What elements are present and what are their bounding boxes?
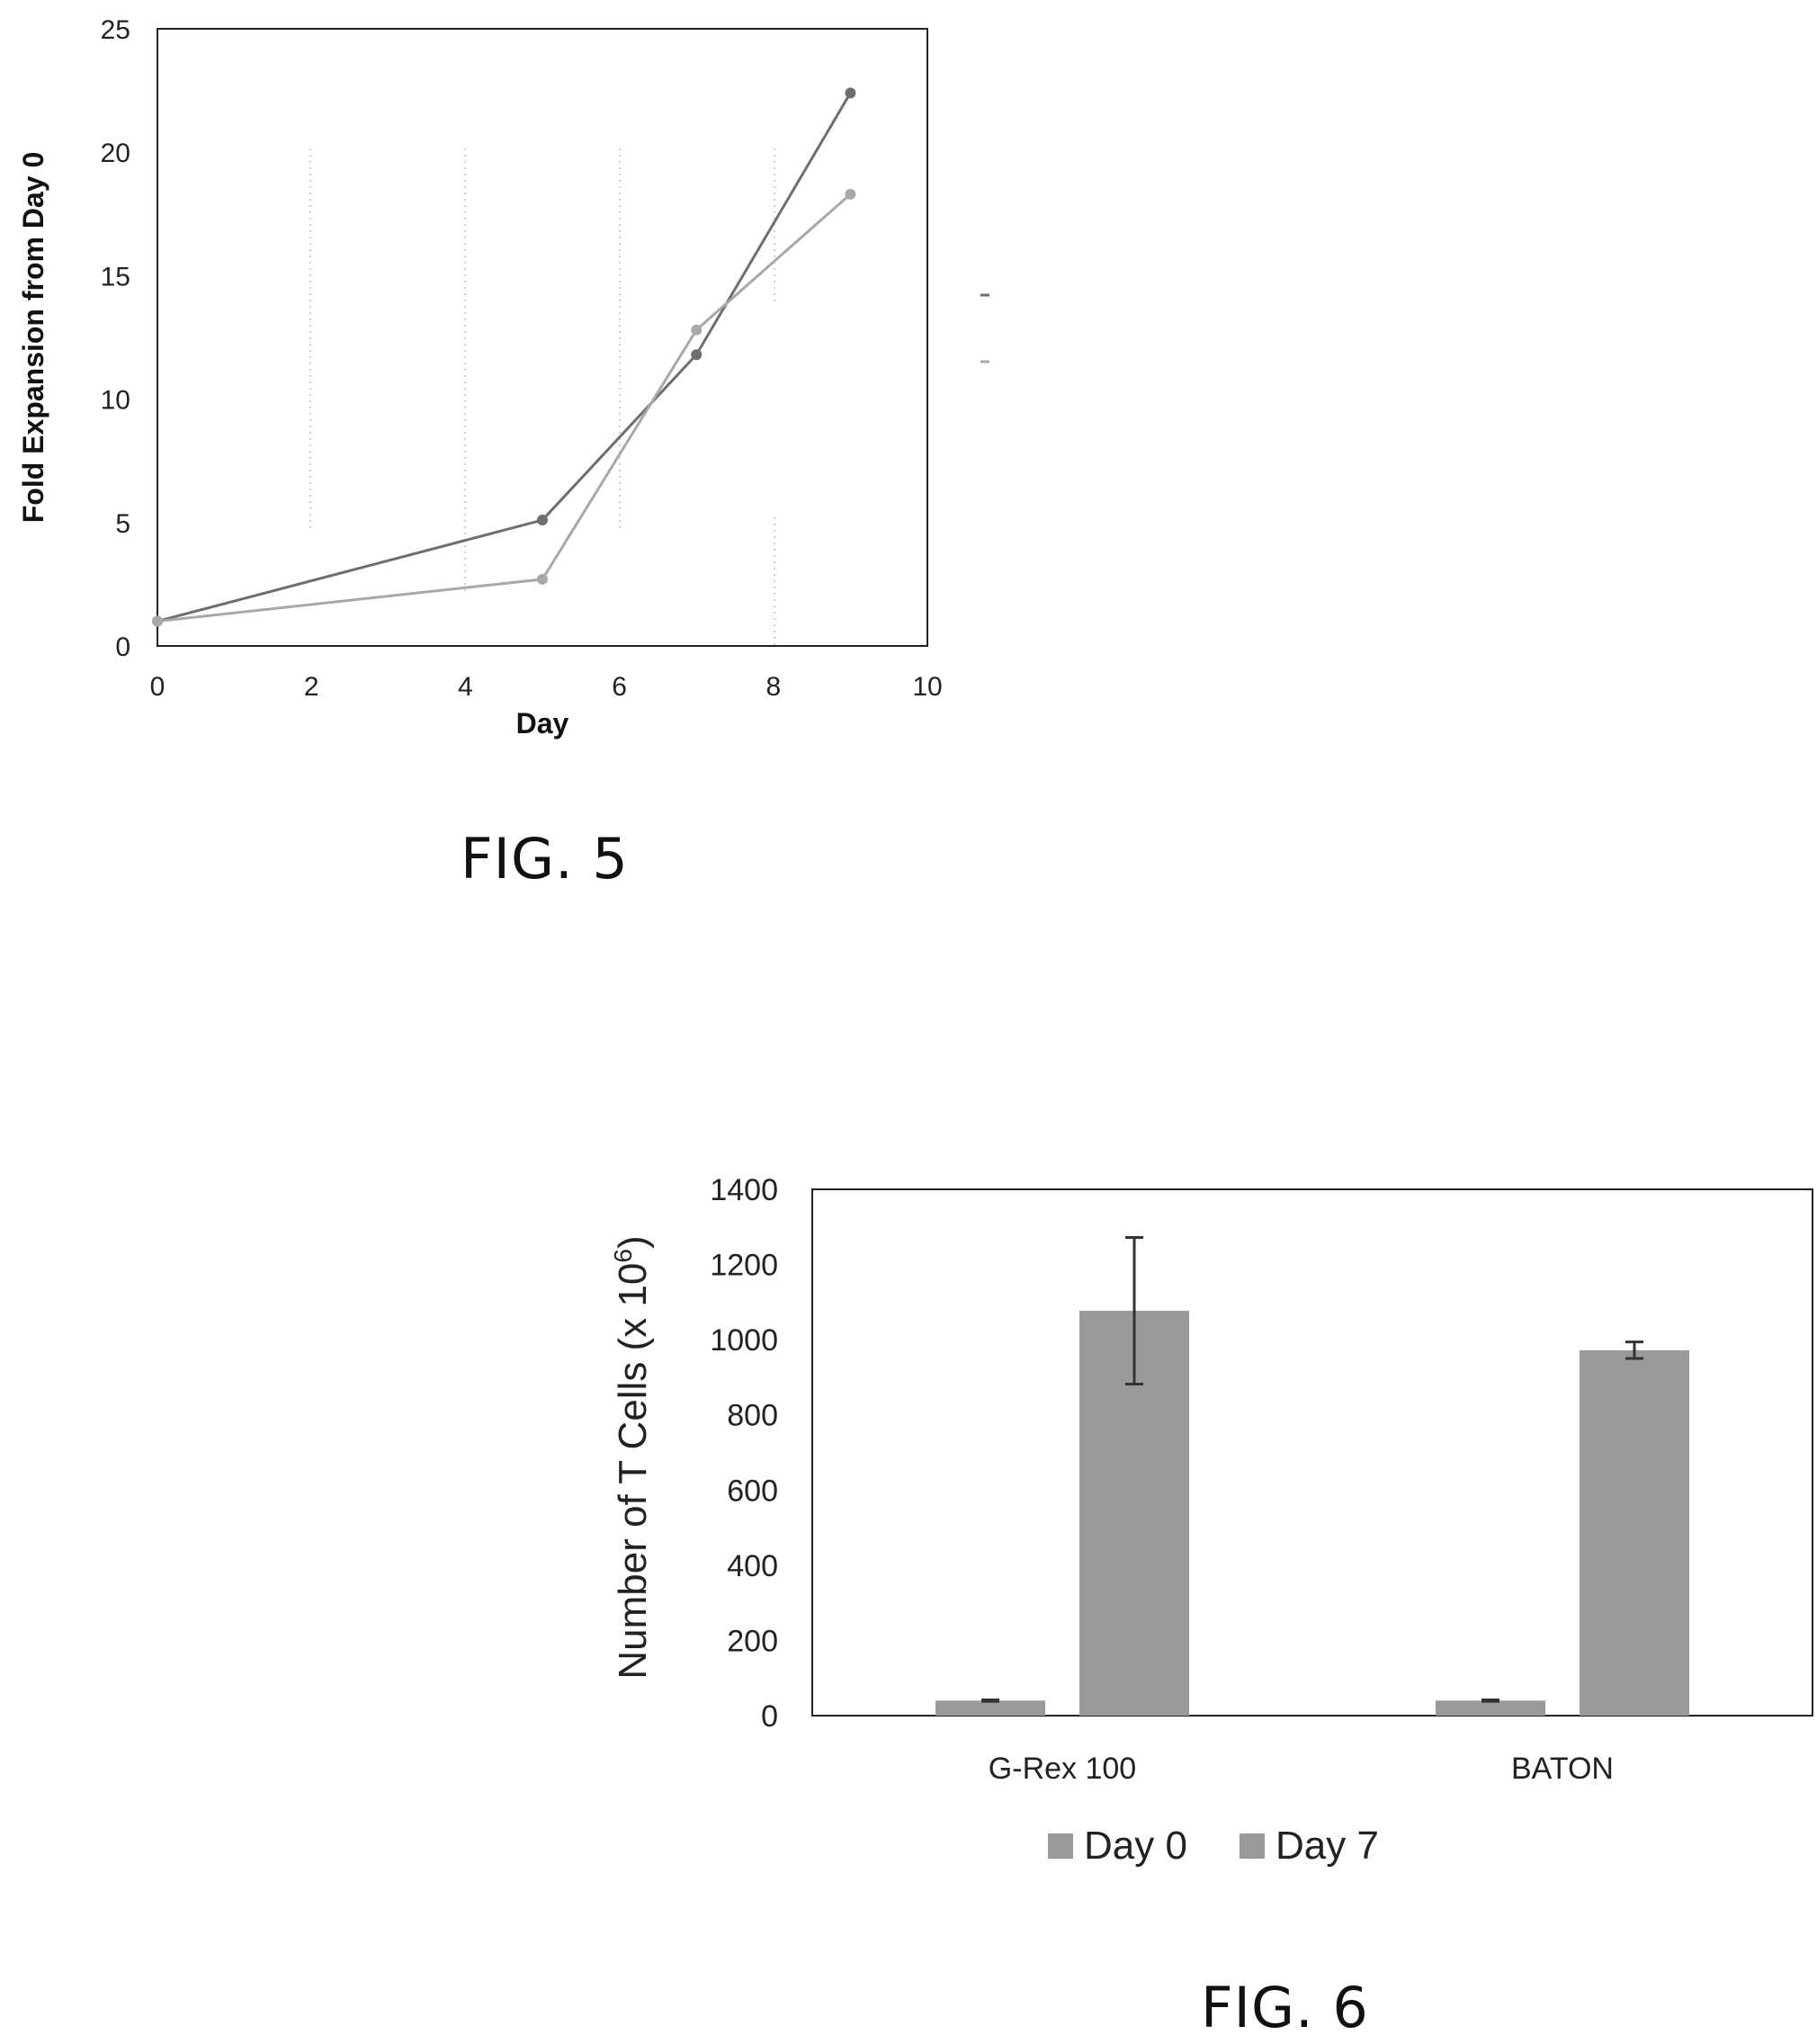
data-point <box>691 349 703 361</box>
error-bar <box>1625 1340 1643 1360</box>
y-tick-label: 400 <box>727 1549 778 1583</box>
y-tick-label: 600 <box>727 1474 778 1508</box>
x-tick-label: 10 <box>912 672 942 702</box>
x-tick-label: 8 <box>765 672 781 702</box>
y-tick-label: 1000 <box>710 1323 778 1358</box>
legend-swatch <box>1240 1833 1265 1859</box>
bar <box>1436 1700 1545 1716</box>
bars <box>935 1235 1689 1716</box>
x-axis-label: Day <box>516 707 569 740</box>
data-point <box>691 324 703 336</box>
bar <box>1580 1349 1689 1716</box>
data-point <box>845 188 856 200</box>
y-tick-label: 0 <box>115 632 130 662</box>
y-axis-label: Number of T Cells (x 106) <box>609 1235 655 1679</box>
y-tick-label: 1200 <box>710 1249 778 1283</box>
x-axis-category-labels: G-Rex 100 BATON <box>989 1752 1614 1786</box>
legend: Day 0 Day 7 <box>1048 1824 1379 1868</box>
bar <box>935 1700 1045 1716</box>
y-tick-label: 5 <box>115 509 130 539</box>
fold-expansion-line-chart: 0 5 10 15 20 25 0 2 4 6 8 10 Day Fold Expansion fr… <box>17 15 989 740</box>
series-line-baton <box>157 92 852 623</box>
legend-swatch <box>1048 1833 1073 1859</box>
legend-label: Day 7 <box>1275 1824 1379 1868</box>
data-point <box>537 515 548 526</box>
plot-area-frame <box>811 1188 1813 1717</box>
plot-artifacts <box>309 148 775 646</box>
data-point <box>152 615 163 627</box>
legend-label: Day 0 <box>1084 1824 1187 1868</box>
y-tick-label: 10 <box>101 386 130 416</box>
plot-area-frame <box>157 28 928 647</box>
t-cell-count-bar-chart: 0 200 400 600 800 1000 1200 1400 G-Rex 100 BATON… <box>609 1173 1813 1868</box>
y-axis-ticks: 0 200 400 600 800 1000 1200 1400 <box>710 1173 778 1734</box>
x-tick-label: 6 <box>612 672 627 702</box>
x-tick-label: 0 <box>150 672 166 702</box>
y-tick-label: 0 <box>761 1699 778 1734</box>
data-point <box>537 573 548 585</box>
x-tick-label: 2 <box>304 672 319 702</box>
figure-6-caption: FIG. 6 <box>1201 1975 1369 2040</box>
error-bar <box>981 1698 999 1703</box>
x-tick-label: 4 <box>458 672 473 702</box>
y-tick-label: 25 <box>101 15 130 45</box>
y-tick-label: 20 <box>101 139 130 168</box>
x-category-label: G-Rex 100 <box>989 1752 1136 1786</box>
y-axis-label: Fold Expansion from Day 0 <box>17 152 49 524</box>
data-point <box>845 87 856 99</box>
x-axis-ticks: 0 2 4 6 8 10 <box>150 672 943 702</box>
series-line-g-rex <box>157 193 852 623</box>
y-tick-label: 1400 <box>710 1173 778 1207</box>
figure-5-caption: FIG. 5 <box>461 826 629 892</box>
y-axis-ticks: 0 5 10 15 20 25 <box>101 15 130 662</box>
x-category-label: BATON <box>1511 1752 1614 1786</box>
error-bar <box>1125 1235 1143 1385</box>
y-tick-label: 200 <box>727 1624 778 1658</box>
y-tick-label: 15 <box>101 262 130 291</box>
series-lines <box>152 87 856 627</box>
error-bar <box>1481 1698 1499 1703</box>
y-tick-label: 800 <box>727 1399 778 1433</box>
